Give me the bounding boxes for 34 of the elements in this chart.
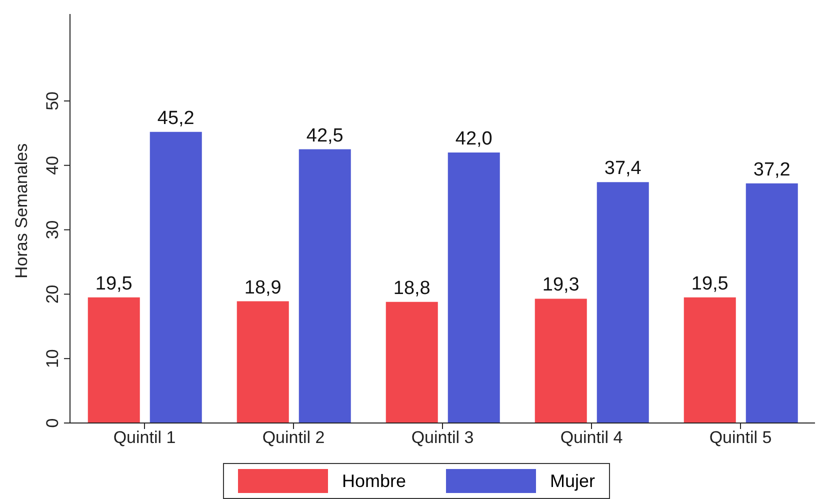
bar [534, 298, 587, 423]
data-label: 45,2 [157, 108, 194, 129]
data-label: 18,8 [393, 278, 430, 299]
bar [236, 301, 289, 423]
bar [448, 152, 500, 423]
y-tick-label: 20 [43, 284, 62, 304]
bar [150, 132, 202, 423]
data-label: 19,5 [691, 273, 728, 294]
y-tick-label: 0 [43, 418, 62, 428]
bar [596, 182, 649, 423]
y-axis-title: Horas Semanales [12, 143, 32, 278]
y-tick-label: 50 [43, 91, 62, 110]
x-tick-label: Quintil 3 [411, 428, 474, 448]
text: Hombre [342, 470, 406, 492]
data-label: 18,9 [244, 277, 282, 298]
y-tick-label: 40 [43, 156, 62, 175]
bar [386, 302, 438, 423]
y-tick-label: 30 [43, 220, 62, 240]
data-label: 37,2 [753, 159, 790, 180]
data-label: 42,0 [455, 128, 492, 150]
bar [684, 297, 736, 423]
bar [88, 297, 140, 423]
x-tick-label: Quintil 5 [709, 428, 772, 448]
data-label: 19,5 [95, 273, 132, 294]
data-label: 37,4 [604, 158, 642, 180]
data-label: 19,3 [542, 274, 580, 296]
bar [298, 149, 351, 423]
data-label: 42,5 [306, 125, 344, 146]
bar [746, 183, 798, 423]
y-tick-label: 10 [43, 349, 62, 368]
x-tick-label: Quintil 2 [262, 428, 325, 448]
x-tick-label: Quintil 1 [113, 428, 176, 448]
legend-label: Mujer [550, 470, 596, 492]
x-tick-label: Quintil 4 [560, 428, 623, 448]
